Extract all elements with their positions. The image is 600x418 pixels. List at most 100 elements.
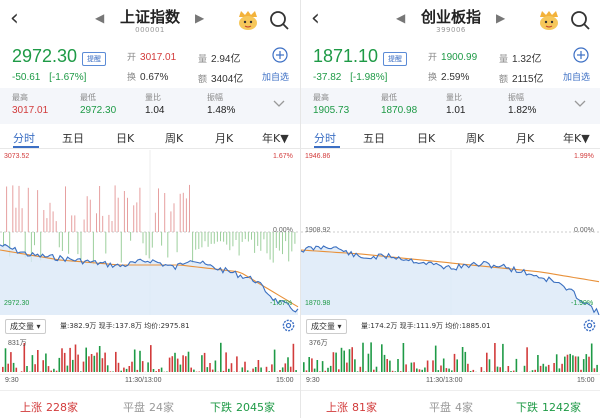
tab-daily-k[interactable]: 日K <box>417 132 436 145</box>
search-icon[interactable] <box>569 9 591 31</box>
breadth-bar <box>210 232 212 244</box>
prev-icon[interactable]: ◀ <box>396 11 406 25</box>
bar <box>136 369 139 372</box>
bar <box>201 355 203 372</box>
add-icon[interactable] <box>573 47 589 63</box>
mascot-icon[interactable] <box>537 9 561 31</box>
chevron-down-icon[interactable] <box>273 100 285 108</box>
bar <box>332 352 335 372</box>
add-watchlist-button[interactable]: 加自选 <box>262 73 290 83</box>
bar <box>582 359 585 372</box>
tab-monthly-k[interactable]: 月K <box>215 132 234 145</box>
stat-label: 最高 <box>12 93 28 102</box>
back-icon[interactable]: ‹ <box>311 6 320 31</box>
breadth-bar <box>49 202 51 232</box>
bar <box>241 367 244 372</box>
bar <box>10 352 12 372</box>
bar <box>15 367 18 372</box>
volume-info: 量:174.2万 现手:111.9万 均价:1885.01 <box>361 322 491 330</box>
stat-label: 最高 <box>313 93 329 102</box>
search-icon[interactable] <box>268 9 290 31</box>
bar <box>268 371 270 372</box>
alert-badge[interactable]: 提醒 <box>82 52 106 66</box>
add-icon[interactable] <box>272 47 288 63</box>
gear-icon[interactable] <box>281 318 296 333</box>
tab-five-day[interactable]: 五日 <box>363 132 385 145</box>
tab-weekly-k[interactable]: 周K <box>466 132 485 145</box>
bar <box>370 342 372 372</box>
intraday-chart[interactable]: 3073.52 1.67% 0.00% 2972.30 -1.67% <box>0 150 300 315</box>
breadth-bar <box>105 232 107 254</box>
bar <box>174 352 176 372</box>
bar <box>61 348 63 372</box>
breadth-bar <box>74 215 76 232</box>
page-title: 上证指数 <box>119 8 180 26</box>
bar <box>168 357 171 372</box>
bar <box>483 371 485 372</box>
volume-chart <box>301 335 600 373</box>
next-icon[interactable]: ▶ <box>496 11 506 25</box>
stat-value: 1905.73 <box>313 105 350 116</box>
bar <box>236 356 238 372</box>
back-icon[interactable]: ‹ <box>10 6 19 31</box>
bar <box>289 366 292 372</box>
time-close: 15:00 <box>577 377 595 384</box>
indicator-selector[interactable]: 成交量 ▾ <box>5 319 46 334</box>
breadth-bar <box>24 232 26 258</box>
next-icon[interactable]: ▶ <box>195 11 205 25</box>
bar <box>324 370 327 372</box>
breadth-bar <box>260 232 262 251</box>
tab-intraday[interactable]: 分时 <box>314 132 336 145</box>
quote-volume: 量 1.32亿 <box>499 50 541 65</box>
breadth-bar <box>58 232 60 248</box>
indicator-selector[interactable]: 成交量 ▾ <box>306 319 347 334</box>
breadth-bar <box>83 219 85 232</box>
stat-value: 1.01 <box>446 105 466 116</box>
tab-yearly-k[interactable]: 年K▼ <box>262 132 289 145</box>
tab-daily-k[interactable]: 日K <box>116 132 135 145</box>
breadth-bar <box>27 187 29 232</box>
intraday-chart-svg <box>301 150 600 316</box>
up-count: 228家 <box>46 401 78 414</box>
breadth-bar <box>167 232 169 258</box>
tab-monthly-k[interactable]: 月K <box>516 132 535 145</box>
open-value: 1900.99 <box>441 52 478 63</box>
bar <box>313 368 316 372</box>
breadth-bar <box>21 208 23 232</box>
bar <box>343 350 345 372</box>
bar <box>53 368 55 372</box>
bar <box>426 360 429 372</box>
breadth-bar <box>68 232 70 254</box>
bar <box>327 367 329 372</box>
tab-yearly-k[interactable]: 年K▼ <box>563 132 590 145</box>
breadth-bar <box>182 192 184 232</box>
bar <box>158 369 160 372</box>
bar <box>375 366 378 372</box>
bar <box>383 354 386 372</box>
breadth-bar <box>266 232 268 254</box>
bar <box>214 360 217 372</box>
bar <box>367 353 370 372</box>
tab-five-day[interactable]: 五日 <box>62 132 84 145</box>
period-tabs: 分时 五日 日K 周K 月K 年K▼ <box>301 127 600 149</box>
mascot-icon[interactable] <box>236 9 260 31</box>
prev-icon[interactable]: ◀ <box>95 11 105 25</box>
bar <box>494 343 496 372</box>
bar <box>190 367 192 372</box>
quote-open: 开 3017.01 <box>127 50 176 63</box>
gear-icon[interactable] <box>582 318 597 333</box>
add-watchlist-button[interactable]: 加自选 <box>563 73 591 83</box>
tab-intraday[interactable]: 分时 <box>13 132 35 145</box>
bar <box>569 353 571 372</box>
bar <box>577 356 580 372</box>
bar <box>74 344 77 372</box>
time-open: 9:30 <box>306 377 320 384</box>
chevron-down-icon[interactable] <box>574 100 586 108</box>
alert-badge[interactable]: 提醒 <box>383 52 407 66</box>
bar <box>545 366 547 372</box>
breadth-bar <box>220 232 221 242</box>
tab-weekly-k[interactable]: 周K <box>165 132 184 145</box>
market-breadth: 上涨 81家 平盘 4家 下跌 1242家 <box>301 390 600 418</box>
volume-label: 量 <box>198 55 208 65</box>
intraday-chart[interactable]: 1946.86 1.99% 1908.92 0.00% 1870.98 -1.9… <box>301 150 600 316</box>
